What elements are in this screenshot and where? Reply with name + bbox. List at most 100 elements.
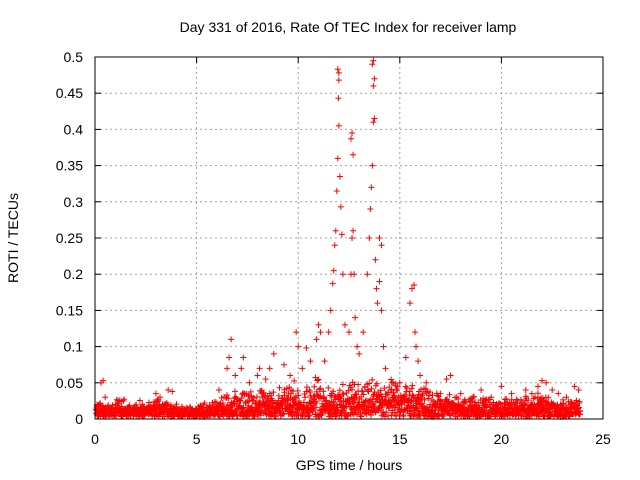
- y-tick-label: 0.35: [56, 158, 83, 174]
- data-point: [287, 372, 294, 379]
- data-point: [341, 321, 348, 328]
- data-point: [230, 399, 237, 406]
- data-point: [382, 396, 389, 403]
- data-point: [469, 394, 476, 401]
- data-point: [368, 385, 375, 392]
- data-point: [164, 401, 171, 408]
- data-point: [356, 350, 363, 357]
- data-point: [306, 399, 313, 406]
- data-point: [376, 235, 383, 241]
- data-point: [368, 184, 375, 191]
- data-point: [391, 403, 398, 410]
- data-point: [299, 365, 306, 372]
- data-point: [539, 377, 546, 384]
- data-point: [315, 376, 322, 383]
- data-point: [559, 396, 566, 403]
- data-point: [383, 409, 390, 416]
- data-point: [323, 397, 330, 404]
- data-point: [470, 393, 477, 400]
- data-point: [354, 343, 361, 350]
- data-point: [232, 388, 239, 395]
- data-point: [215, 387, 222, 394]
- data-point: [161, 413, 168, 420]
- x-tick-labels: 0 5 10 15 20 25: [91, 431, 611, 447]
- data-point: [334, 155, 341, 162]
- data-point: [337, 203, 344, 210]
- data-point: [270, 389, 277, 396]
- data-point: [320, 388, 327, 395]
- data-point: [346, 329, 352, 336]
- data-point: [549, 387, 556, 394]
- data-point: [239, 405, 246, 412]
- data-point: [498, 383, 505, 390]
- data-point: [228, 336, 235, 343]
- data-point: [336, 387, 343, 394]
- data-point: [165, 387, 172, 394]
- grid-lines: [95, 57, 603, 419]
- data-point: [333, 187, 340, 194]
- data-point: [201, 400, 208, 407]
- data-point: [573, 397, 580, 404]
- data-point: [226, 354, 233, 361]
- data-point: [441, 411, 448, 418]
- data-point: [336, 393, 343, 400]
- x-tick-label: 20: [494, 431, 510, 447]
- data-point: [345, 387, 352, 394]
- data-point: [240, 404, 247, 411]
- data-point: [531, 394, 538, 401]
- data-point: [378, 242, 385, 249]
- data-point: [173, 401, 180, 408]
- data-point: [361, 403, 368, 410]
- data-point: [232, 372, 239, 379]
- x-tick-label: 5: [193, 431, 201, 447]
- data-point: [330, 388, 337, 395]
- data-point: [334, 66, 341, 73]
- data-point: [102, 394, 109, 401]
- y-tick-label: 0.4: [64, 121, 84, 137]
- data-point: [295, 392, 302, 399]
- data-point: [374, 300, 381, 307]
- data-point: [369, 61, 376, 68]
- y-tick-label: 0.45: [56, 85, 83, 101]
- data-point: [514, 397, 521, 404]
- data-point: [321, 358, 328, 365]
- data-point: [411, 394, 418, 401]
- data-point: [293, 329, 300, 336]
- plot-frame: [94, 56, 604, 420]
- data-point: [337, 395, 344, 402]
- data-point: [534, 383, 541, 390]
- data-point: [335, 77, 342, 84]
- data-point: [344, 413, 351, 420]
- data-point: [338, 231, 345, 238]
- y-tick-label: 0: [75, 411, 83, 427]
- data-point: [325, 329, 332, 336]
- data-point: [112, 401, 119, 408]
- data-point: [240, 354, 247, 361]
- data-point: [238, 365, 245, 372]
- data-point: [374, 380, 381, 387]
- data-point: [152, 390, 159, 397]
- data-point: [447, 372, 454, 379]
- data-point: [316, 386, 323, 393]
- data-point: [335, 95, 342, 102]
- data-point: [224, 392, 231, 399]
- data-point: [419, 390, 426, 397]
- data-point: [237, 397, 244, 404]
- data-point: [557, 401, 564, 408]
- data-point: [238, 395, 245, 402]
- y-tick-label: 0.25: [56, 230, 83, 246]
- data-point: [371, 403, 378, 410]
- data-point: [547, 412, 554, 419]
- data-point: [126, 402, 133, 409]
- data-point: [291, 377, 298, 384]
- data-point: [281, 389, 288, 396]
- data-point: [571, 383, 578, 390]
- data-point: [344, 412, 351, 419]
- data-point: [306, 412, 313, 419]
- data-point: [360, 329, 367, 336]
- data-point: [408, 285, 415, 292]
- data-point: [378, 404, 385, 411]
- data-point: [376, 278, 383, 285]
- y-tick-label: 0.1: [64, 339, 84, 355]
- data-point: [443, 376, 450, 383]
